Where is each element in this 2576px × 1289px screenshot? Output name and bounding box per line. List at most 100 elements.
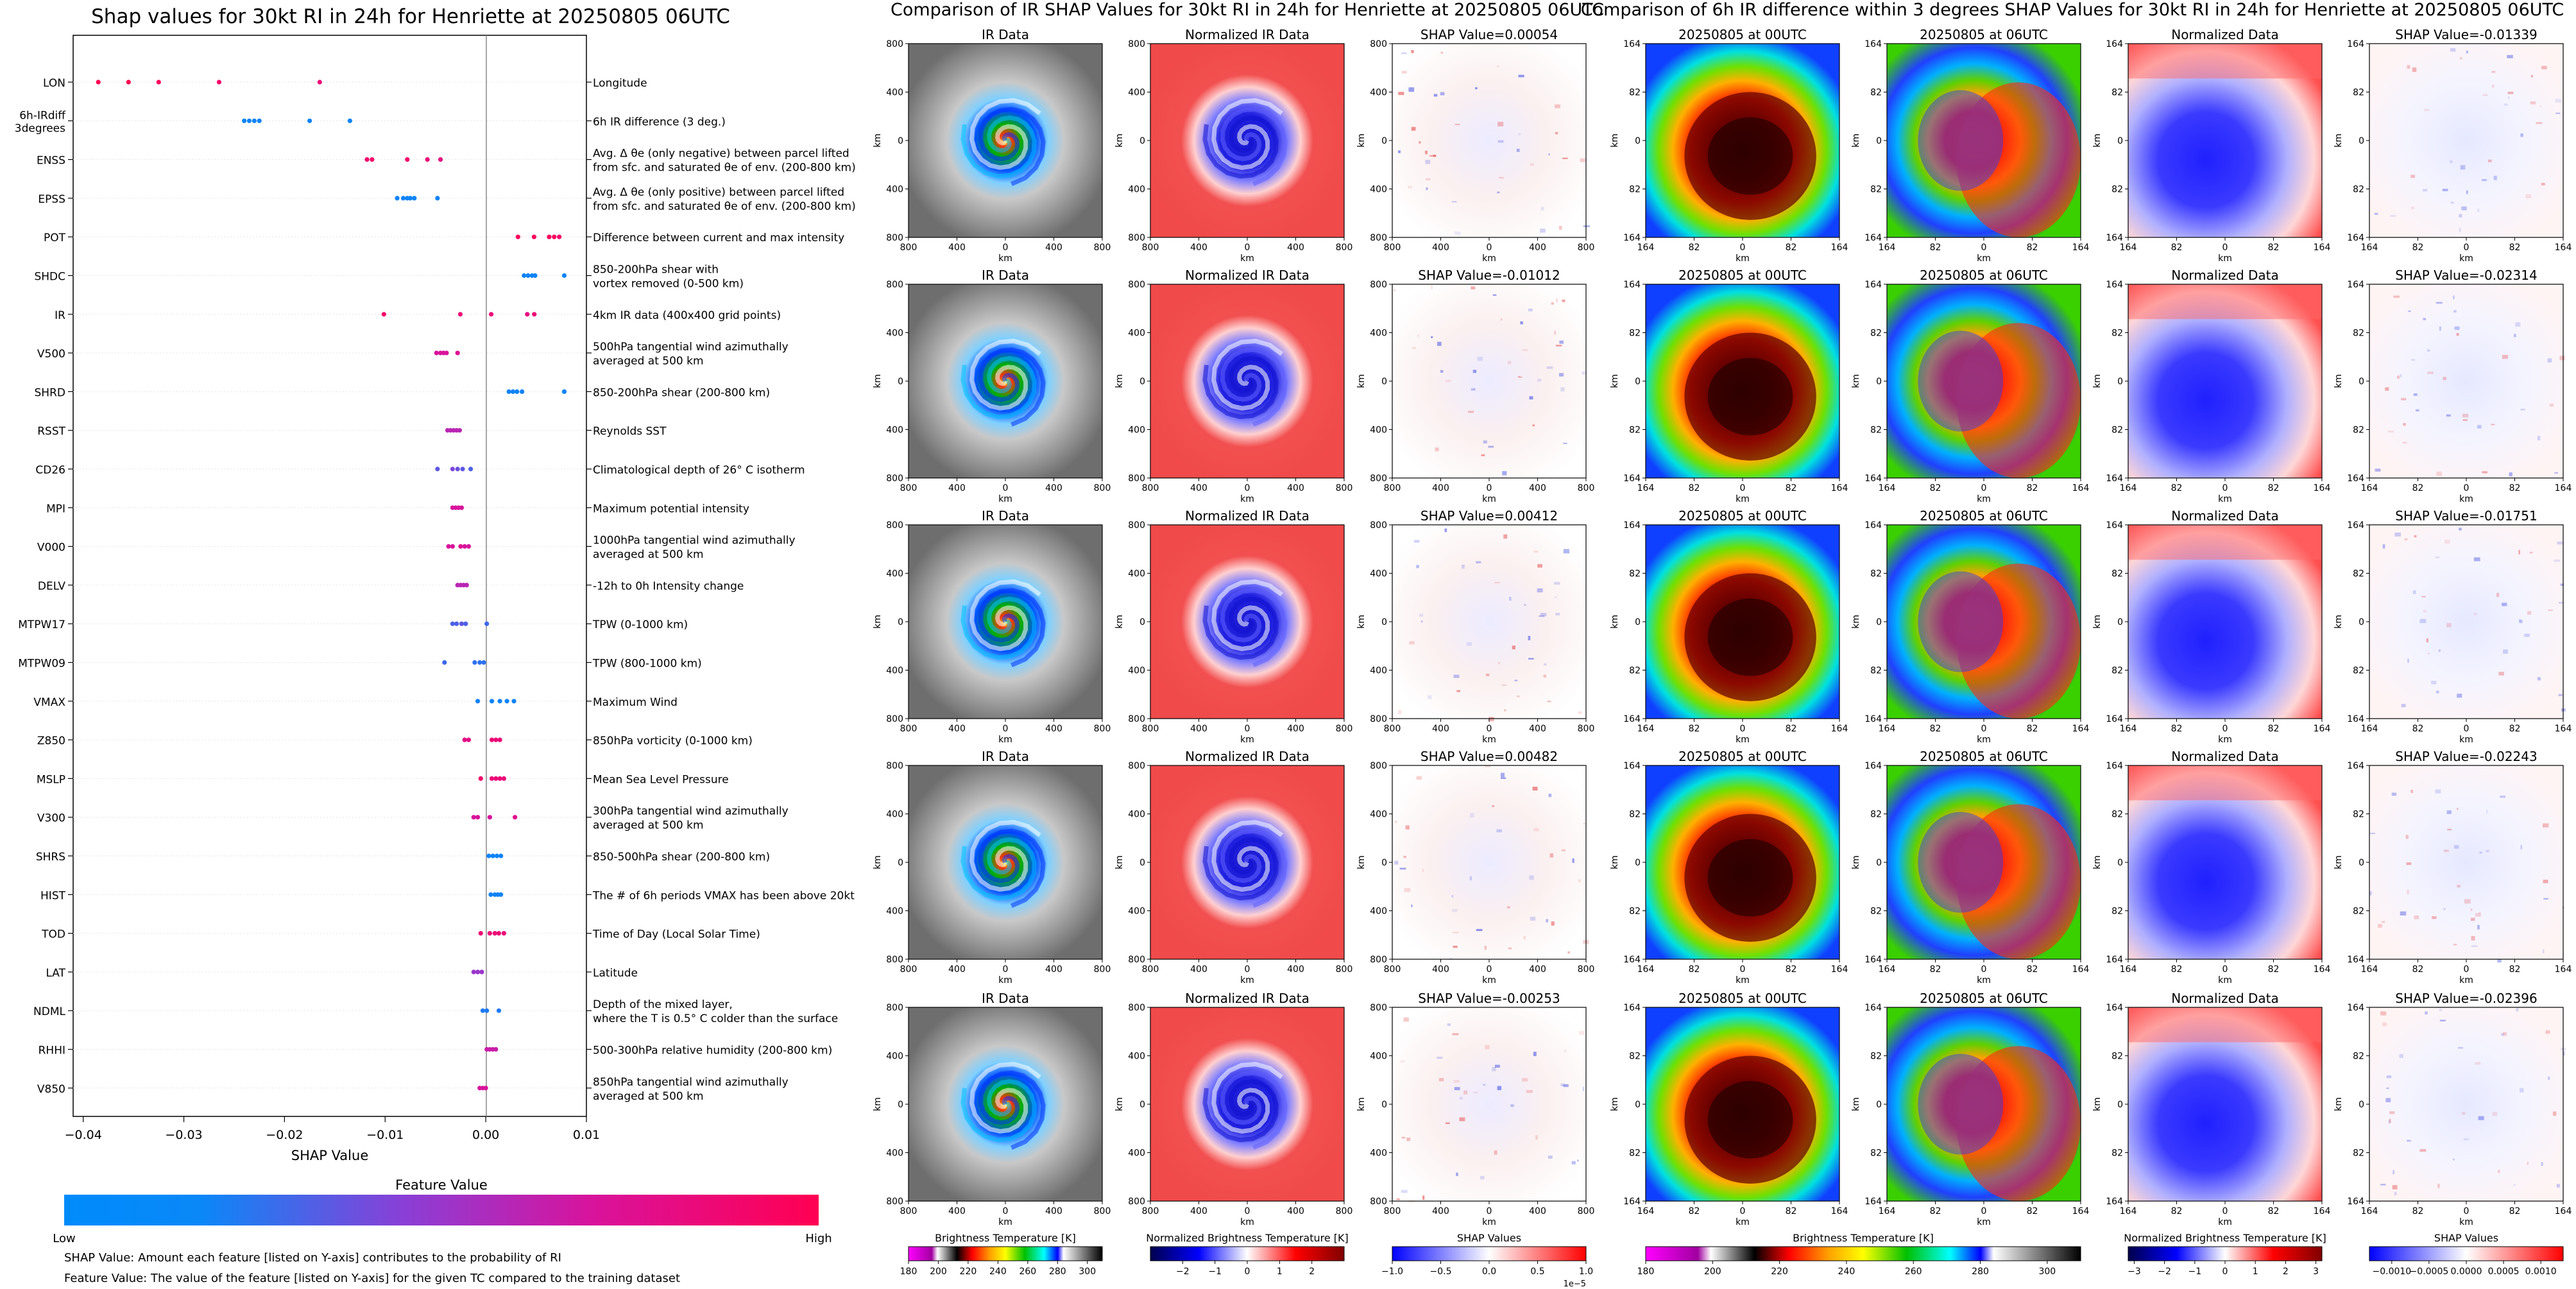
- y-tick-label: 400: [1128, 425, 1145, 436]
- y-tick-label: 800: [1370, 761, 1387, 771]
- x-axis-label: km: [1482, 975, 1496, 986]
- shap-speckle: [1578, 1030, 1585, 1035]
- image-subplot: SHAP Value=-0.01339164164828200828216416…: [2333, 27, 2572, 264]
- shap-speckle: [1567, 951, 1570, 954]
- shap-point: [464, 583, 469, 588]
- x-tick-label: 800: [1578, 243, 1595, 253]
- y-tick-label: 400: [886, 185, 903, 195]
- shap-speckle: [1558, 373, 1564, 377]
- shap-speckle: [1401, 1136, 1406, 1139]
- shap-point: [483, 1086, 488, 1091]
- image-subplot: SHAP Value=-0.01751164164828200828216416…: [2333, 508, 2572, 745]
- shap-speckle: [1393, 289, 1396, 291]
- shap-speckle: [2462, 419, 2468, 422]
- feature-description-label: Longitude: [593, 77, 647, 90]
- colorbar-tick-label: 0.0000: [2451, 1267, 2482, 1277]
- shap-speckle: [1578, 879, 1581, 883]
- x-tick-label: 164: [2314, 1206, 2331, 1216]
- shap-speckle: [1401, 1190, 1408, 1193]
- shap-speckle: [2477, 925, 2480, 930]
- shap-speckle: [2386, 1088, 2389, 1089]
- shap-speckle: [2416, 409, 2419, 412]
- shap-speckle: [2427, 349, 2430, 352]
- colorbar-label: Normalized Brightness Temperature [K]: [1146, 1232, 1349, 1244]
- shap-speckle: [2375, 468, 2381, 472]
- shap-beeswarm-panel: Shap values for 30kt RI in 24h for Henri…: [15, 5, 856, 1285]
- subplot-title: SHAP Value=0.00054: [1420, 27, 1558, 42]
- shap-point: [450, 466, 455, 472]
- y-tick-label: 164: [2347, 714, 2364, 724]
- subplot-title: IR Data: [982, 268, 1029, 283]
- x-axis-label: km: [1736, 494, 1750, 504]
- shap-point: [455, 466, 460, 472]
- shap-speckle: [2471, 945, 2478, 947]
- colorbar-tick-label: −2: [1176, 1267, 1190, 1277]
- y-tick-label: 800: [886, 39, 903, 49]
- shap-speckle: [1499, 176, 1504, 179]
- colorbar-tick-label: 180: [900, 1267, 917, 1277]
- shap-speckle: [1563, 1084, 1569, 1088]
- shap-speckle: [2548, 1076, 2550, 1080]
- shap-speckle: [2392, 1185, 2398, 1190]
- image-subplot: SHAP Value=-0.02396164164828200828216416…: [2333, 991, 2572, 1227]
- colorbar-tick-label: 1: [2253, 1267, 2258, 1277]
- shap-point: [446, 544, 451, 549]
- y-tick-label: 0: [1139, 377, 1145, 387]
- spiral-band: [1211, 338, 1283, 411]
- image-subplot: 20250805 at 06UTC1641648282008282164164k…: [1851, 508, 2089, 745]
- y-tick-label: 400: [886, 329, 903, 339]
- shap-point: [492, 931, 497, 936]
- shap-speckle: [2558, 694, 2563, 697]
- x-tick-label: 82: [2268, 1206, 2280, 1216]
- ir-shap-comparison-panel: Comparison of IR SHAP Values for 30kt RI…: [873, 0, 1604, 1289]
- x-axis-label: km: [1736, 975, 1750, 986]
- feature-name-label: CD26: [35, 464, 65, 477]
- colorbar-tick-label: 2: [1309, 1267, 1315, 1277]
- shap-speckle: [1560, 1083, 1565, 1087]
- shap-speckle: [1454, 123, 1460, 126]
- y-tick-label: 800: [1128, 280, 1145, 290]
- x-tick-label: 0: [1003, 724, 1009, 734]
- shap-speckle: [1426, 187, 1428, 191]
- shap-speckle: [1428, 695, 1432, 699]
- shap-speckle: [2389, 1111, 2395, 1114]
- shap-speckle: [2393, 295, 2400, 298]
- shap-point: [511, 699, 516, 704]
- y-tick-label: 0: [1139, 1100, 1145, 1110]
- shap-speckle: [2541, 65, 2547, 69]
- x-tick-label: 800: [1094, 243, 1111, 253]
- x-tick-label: 82: [2268, 964, 2280, 975]
- x-tick-label: 164: [2555, 1206, 2572, 1216]
- x-tick-label: 400: [1529, 1206, 1546, 1216]
- y-tick-label: 82: [1629, 329, 1641, 339]
- ir-comparison-title: Comparison of IR SHAP Values for 30kt RI…: [891, 0, 1604, 20]
- shap-speckle: [1396, 1198, 1400, 1200]
- feature-description-label: vortex removed (0-500 km): [593, 278, 744, 291]
- feature-name-label: RSST: [37, 425, 65, 438]
- shap-speckle: [1492, 1066, 1496, 1071]
- shap-point: [405, 157, 410, 162]
- x-axis-label: SHAP Value: [291, 1148, 369, 1163]
- shap-speckle: [2502, 355, 2509, 359]
- x-tick-label: 800: [1384, 1206, 1401, 1216]
- y-axis-label: km: [1851, 374, 1861, 388]
- shap-speckle: [1398, 150, 1401, 153]
- colorbar-tick-label: 200: [930, 1267, 947, 1277]
- colorbar-tick-label: 0.5: [1530, 1267, 1544, 1277]
- y-tick-label: 400: [1370, 1148, 1387, 1159]
- shap-speckle: [2435, 789, 2441, 794]
- shap-speckle: [2407, 65, 2410, 69]
- x-tick-label: 0: [2222, 243, 2228, 253]
- shap-point: [475, 969, 481, 975]
- x-tick-label: 164: [2072, 964, 2090, 975]
- x-tick-label: 0: [1487, 1206, 1492, 1216]
- y-axis-label: km: [1356, 1097, 1367, 1111]
- x-tick-label: 0: [1245, 724, 1250, 734]
- shap-speckle: [2447, 828, 2452, 831]
- spiral-band: [1220, 107, 1288, 187]
- y-tick-label: 0: [1381, 136, 1387, 146]
- x-tick-label: 82: [2268, 243, 2280, 253]
- shap-speckle: [2456, 808, 2459, 810]
- shap-speckle: [2514, 334, 2516, 337]
- shap-point: [242, 118, 247, 123]
